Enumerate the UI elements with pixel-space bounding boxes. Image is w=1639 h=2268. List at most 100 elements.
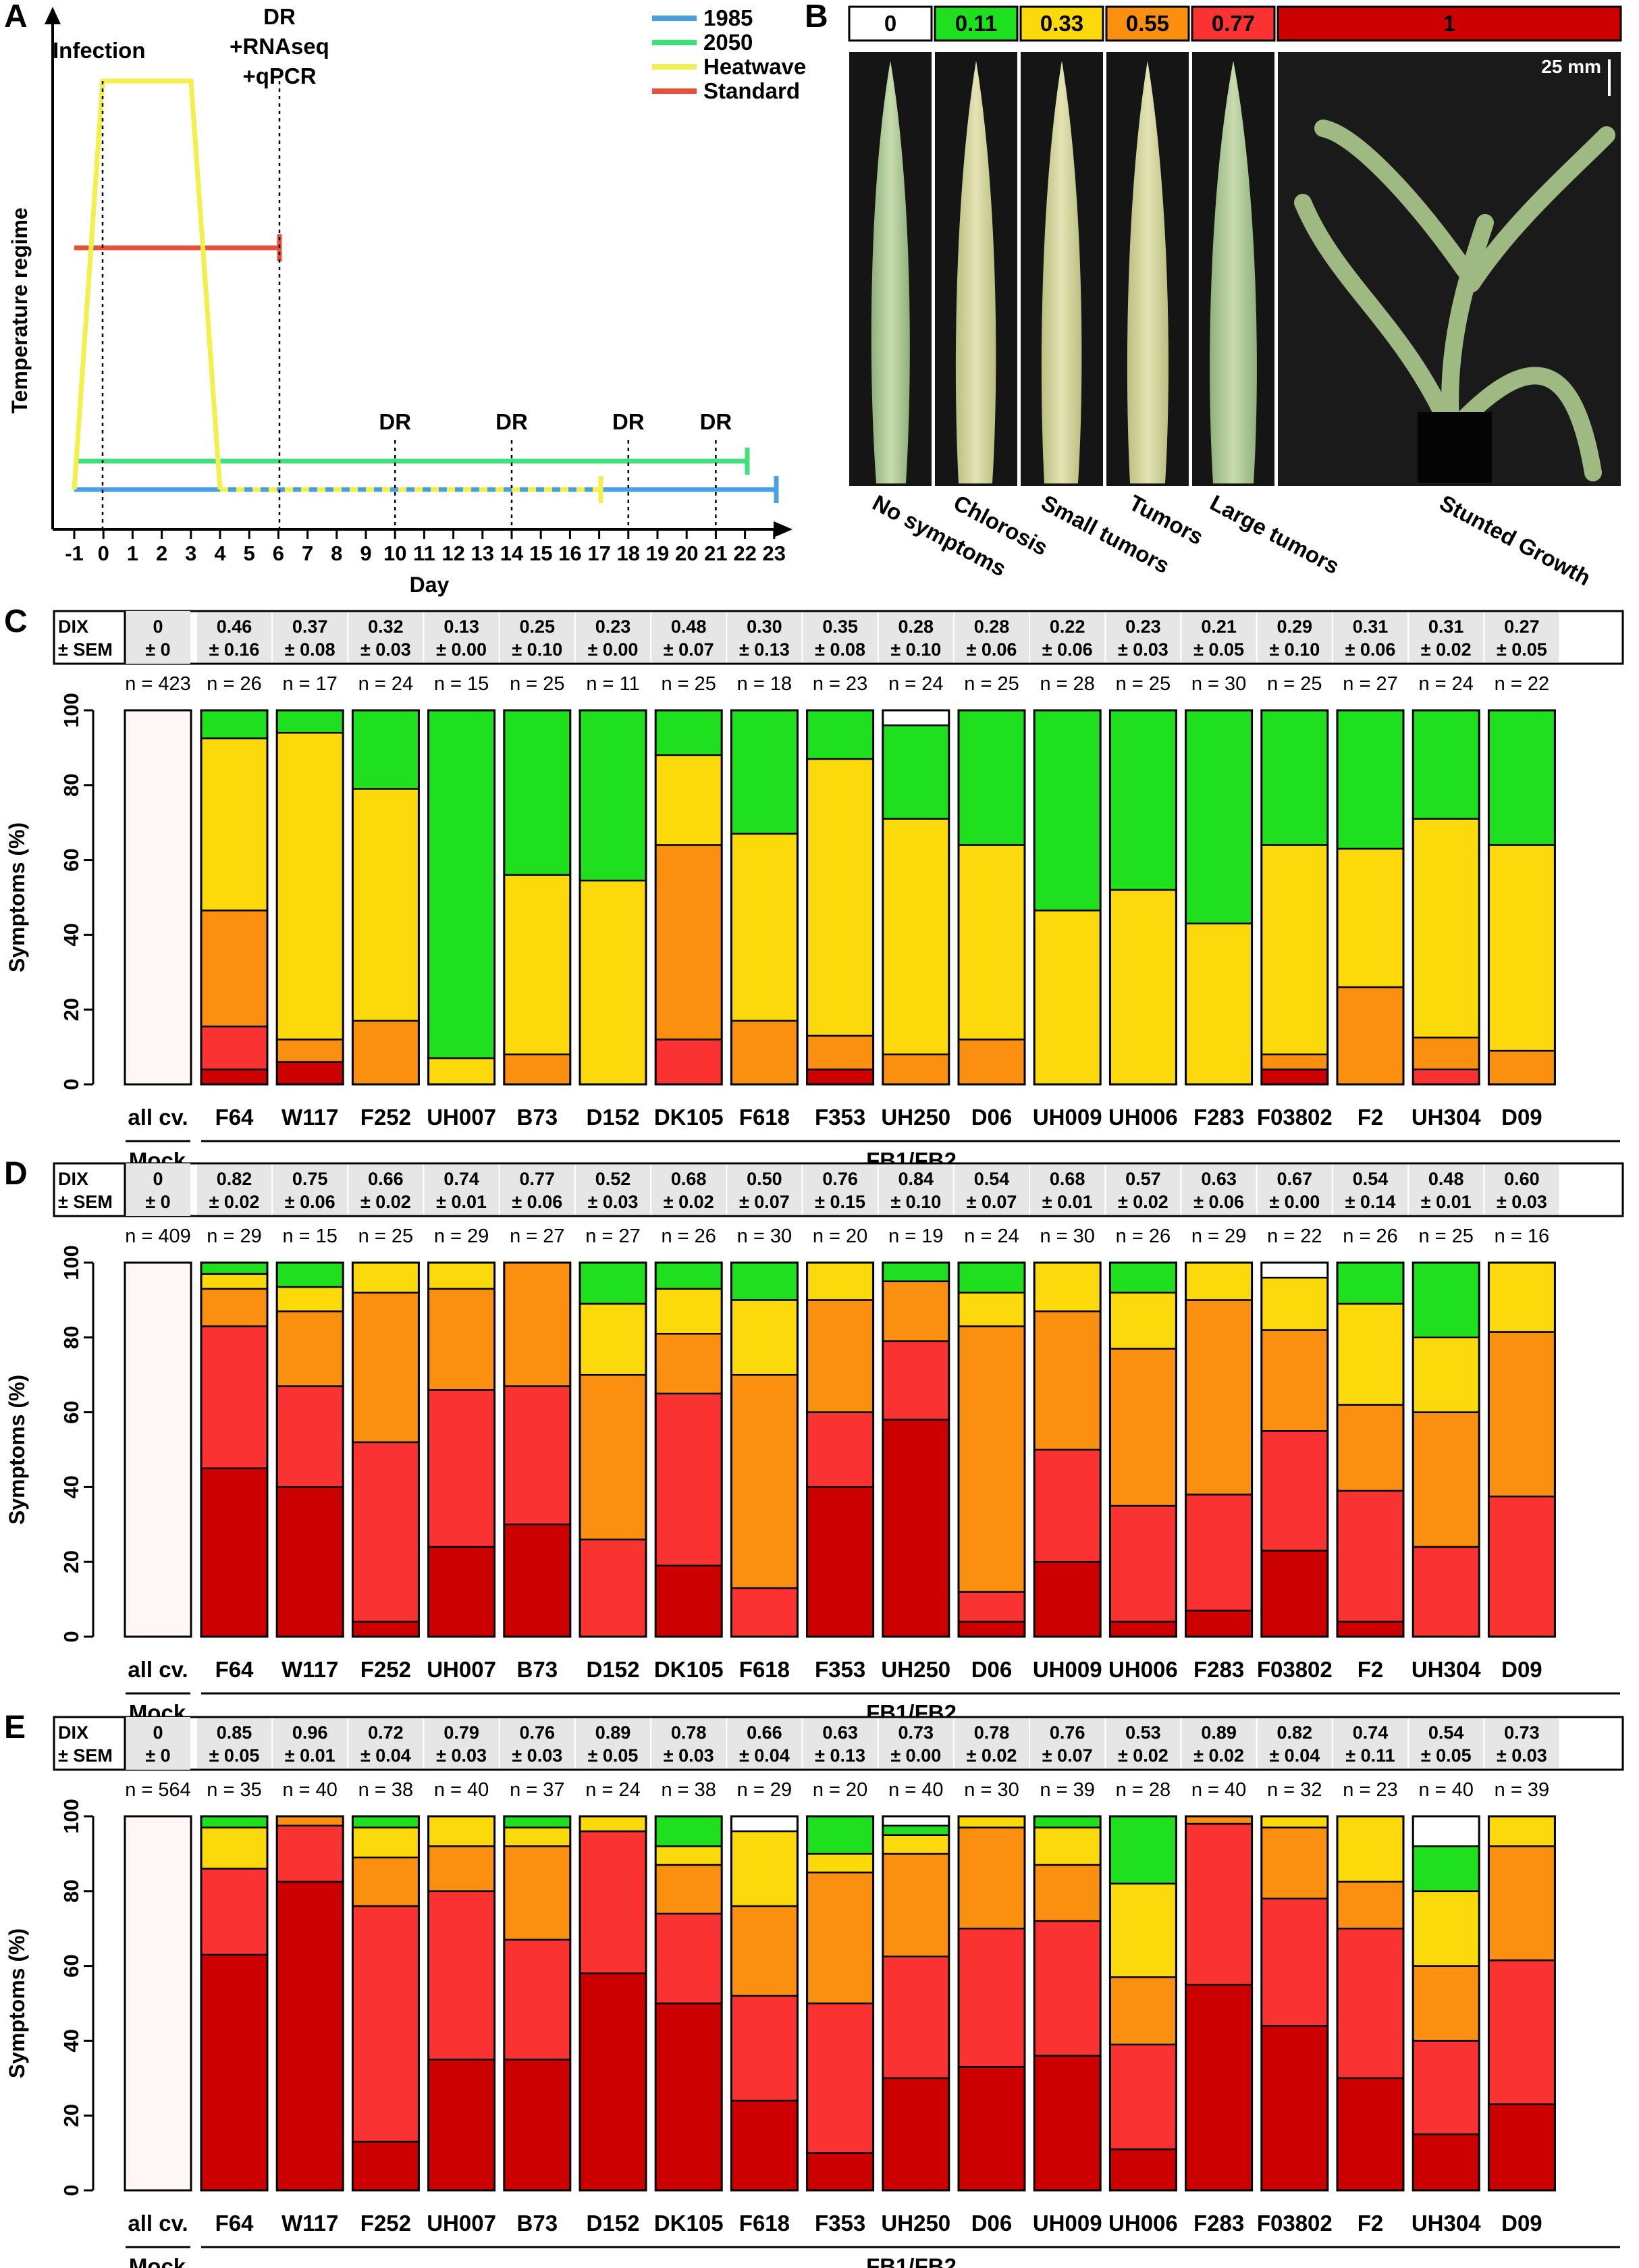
sem-value: ± 0.02 [1421,639,1472,660]
dix-value: 0.79 [444,1722,479,1743]
category-label: UH009 [1033,1657,1102,1682]
bar-segment-0p55 [352,1292,420,1444]
bar-segment-0 [1412,1815,1480,1847]
dix-header: DIX [58,1169,88,1189]
dix-cell-bg [878,612,953,662]
dix-cell-bg [878,1165,953,1215]
panel-a-tick-label: -1 [65,542,84,565]
bar-outline [200,709,269,1086]
bar-segment-0p55 [1488,1049,1556,1086]
sem-value: ± 0.10 [890,639,941,660]
panel-a-x-arrow [774,521,792,537]
category-label: D152 [587,1105,640,1130]
y-tick-label: 80 [59,1880,83,1903]
dix-value: 0.73 [1504,1722,1540,1743]
bar-segment-0p77 [806,1411,874,1488]
category-label: D09 [1501,1105,1542,1130]
bar-segment-0p33 [275,1286,344,1313]
sem-value: ± 0.06 [1345,639,1396,660]
dix-cell-bg [727,612,802,662]
sem-header: ± SEM [58,1192,113,1212]
dix-cell-bg [500,1165,574,1215]
bar-segment-0p77 [882,1340,950,1421]
bar-segment-0p77 [1033,1448,1102,1563]
dix-value: 0.84 [898,1169,934,1189]
bar-segment-0p77 [654,1392,723,1566]
bar-outline [579,1261,647,1638]
n-label: n = 22 [1267,1225,1322,1247]
dix-cell-bg [1484,1718,1559,1768]
category-label: F03802 [1257,1105,1333,1130]
bar-segment-0p11 [957,709,1026,846]
bar-segment-0p77 [1033,1920,1102,2057]
n-label: n = 23 [1343,1779,1397,1801]
sem-value: ± 0.02 [1193,1745,1244,1766]
bar-segment-0p33 [352,788,420,1022]
dix-value: 0.13 [444,616,479,637]
bar-segment-0p33 [1033,909,1102,1086]
bar-outline [882,709,950,1086]
dix-value: 0.75 [292,1169,328,1189]
bar-segment-0p11 [654,1815,723,1847]
dix-value: 0.76 [520,1722,556,1743]
dix-cell-bg [1333,612,1407,662]
dix-cell-bg [1181,612,1256,662]
dix-value: 0.73 [898,1722,934,1743]
n-label: n = 24 [1418,673,1473,695]
dix-value: 0.66 [368,1169,404,1189]
bar-outline [1185,1815,1254,2192]
panel-a-tick-label: 4 [214,542,226,565]
bar-segment-0p55 [882,1280,950,1342]
bar-outline [275,1815,344,2192]
symptom-label: Large tumors [1206,490,1344,579]
category-label: F353 [815,2211,865,2236]
panel-a-tick-label: 12 [441,542,464,565]
bar-segment-1 [1033,1560,1102,1638]
bar-segment-0p33 [1488,844,1556,1052]
sem-value: ± 0.00 [588,639,639,660]
bar-outline [579,1815,647,2192]
category-label: F252 [360,2211,411,2236]
dix-cell-bg [273,1165,348,1215]
category-label: D09 [1501,1657,1542,1682]
n-label: n = 26 [1343,1225,1397,1247]
panel-a-tick-label: 0 [98,542,109,565]
bar-segment-0p55 [1033,1310,1102,1451]
dix-mock-cell [126,611,190,664]
bar-segment-0p11 [654,1261,723,1290]
bar-segment-0p11 [654,709,723,756]
bar-segment-0p77 [1488,1496,1556,1638]
rnaseq-label: +RNAseq [230,34,329,59]
sem-value: ± 0.10 [890,1192,941,1212]
panel-a-tick-label: 2 [156,542,167,565]
category-label: F283 [1193,2211,1244,2236]
bar-outline [351,1815,420,2192]
panel-a-tick-label: 5 [244,542,255,565]
bar-segment-0p77 [806,2002,874,2154]
bar-segment-0p33 [730,1299,799,1376]
sem-value: ± 0.03 [436,1745,487,1766]
category-label: D152 [587,2211,640,2236]
fb-group-label: FB1/FB2 [866,2254,957,2268]
symptom-score-boxes: 0 0.11 0.33 0.55 0.77 1 [848,5,1622,42]
n-label: n = 11 [586,673,639,695]
plant-shape [1294,120,1615,481]
sem-value: ± 0.03 [512,1745,562,1766]
sem-value: ± 0.04 [1269,1745,1320,1766]
sem-value: ± 0.02 [967,1745,1017,1766]
sem-value: ± 0.11 [1345,1745,1395,1766]
sem-value: ± 0.10 [512,639,562,660]
n-label: n = 30 [964,1779,1019,1801]
dix-value: 0.30 [747,616,782,637]
bar-outline [1185,709,1254,1086]
dix-value: 0.28 [974,616,1010,637]
y-tick-label: 80 [59,774,83,797]
dix-value: 0.89 [1201,1722,1237,1743]
y-tick-label: 20 [59,2104,83,2127]
bar-outline [427,1815,496,2192]
n-label: n = 17 [282,673,337,695]
n-label: n = 24 [964,1225,1019,1247]
n-label: n = 29 [207,1225,261,1247]
bar-outline [579,709,647,1086]
panel-a-tick-label: 13 [471,542,494,565]
